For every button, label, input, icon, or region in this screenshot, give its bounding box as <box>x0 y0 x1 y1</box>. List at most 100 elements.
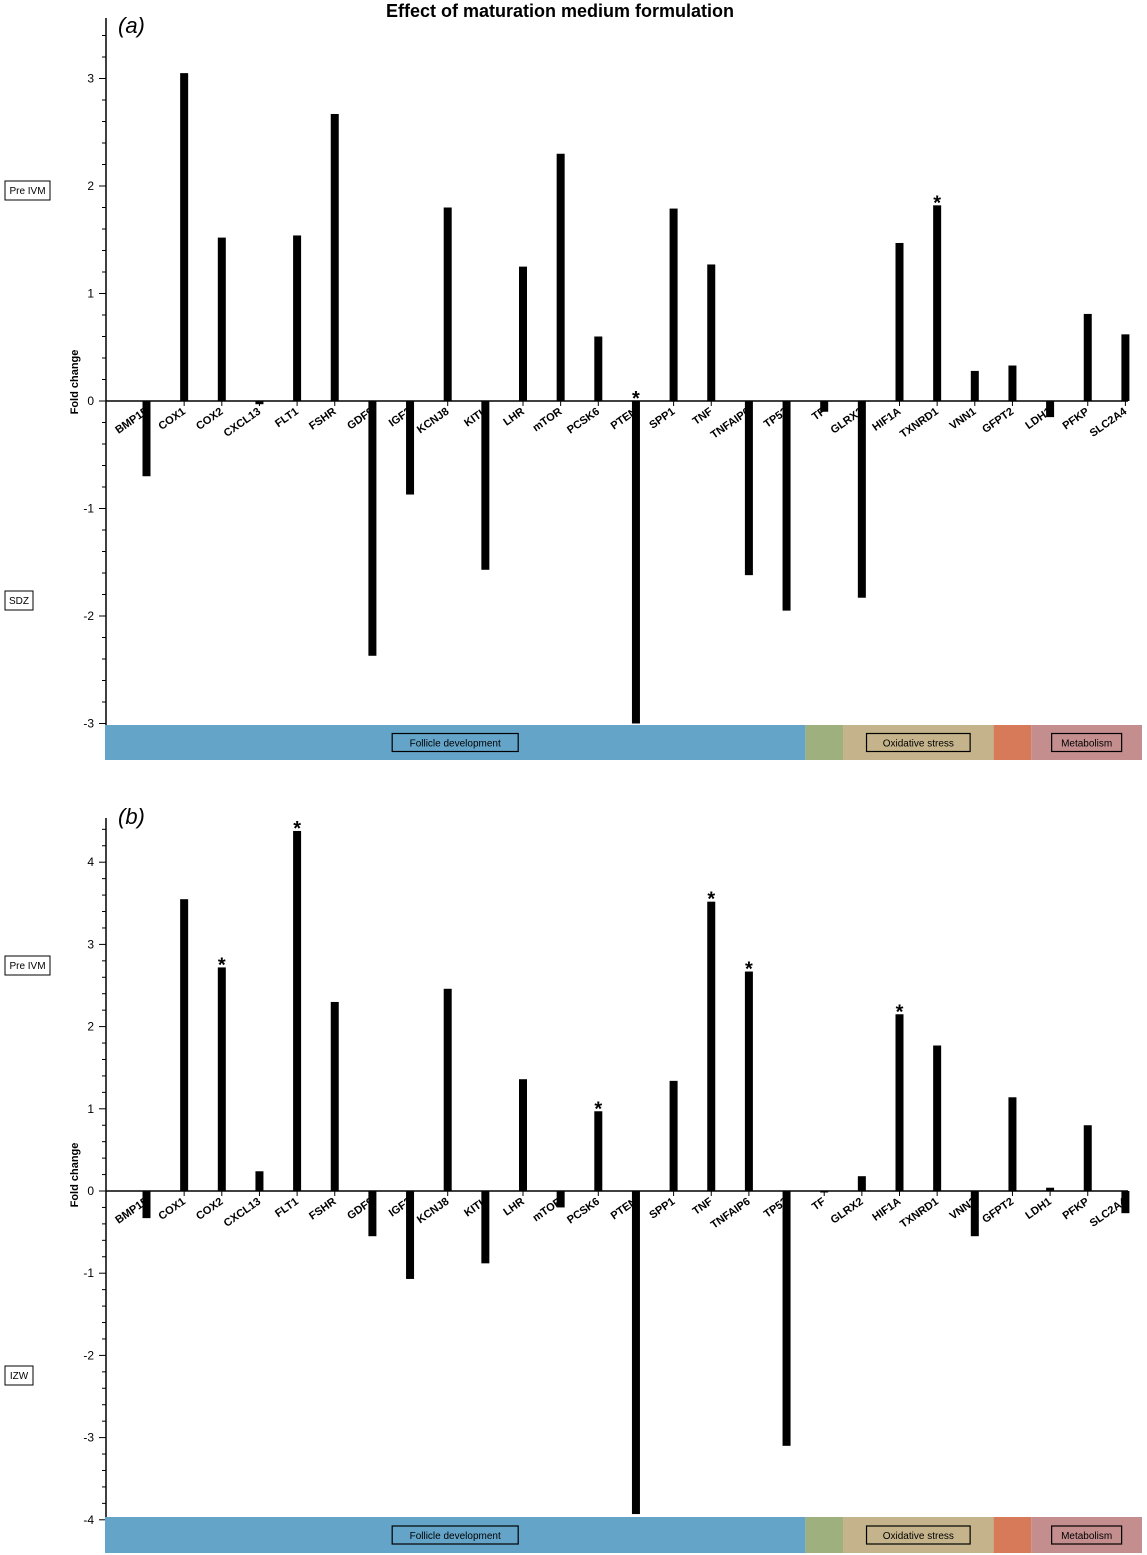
group-band <box>105 1517 806 1553</box>
bar <box>406 401 415 495</box>
bottom-condition-label: SDZ <box>9 596 29 607</box>
bar <box>970 370 979 401</box>
bar <box>481 1191 490 1264</box>
bar <box>1121 1191 1130 1214</box>
category-label: TNF <box>691 1195 716 1217</box>
group-label-box <box>391 732 519 753</box>
bar <box>406 1191 415 1279</box>
bar <box>368 401 377 656</box>
bar <box>142 401 151 477</box>
bar <box>1083 1125 1092 1191</box>
bar <box>594 1111 603 1191</box>
y-tick-label: 0 <box>87 394 94 408</box>
top-condition-label: Pre IVM <box>9 186 45 197</box>
y-tick-label: 2 <box>87 179 94 193</box>
bar <box>1008 1097 1017 1191</box>
group-band <box>993 1517 1032 1553</box>
bar <box>631 401 640 724</box>
y-tick-label: 1 <box>87 287 94 301</box>
y-tick-label: 3 <box>87 72 94 86</box>
y-tick-label: -3 <box>83 717 94 731</box>
top-condition-label-box <box>4 180 51 201</box>
bar <box>669 208 678 401</box>
group-label: Oxidative stress <box>883 1531 954 1542</box>
bar <box>330 1001 339 1191</box>
bar <box>142 1191 151 1219</box>
y-tick-label: 4 <box>87 855 94 869</box>
bar <box>1046 1187 1055 1191</box>
panel-label: (b) <box>118 804 145 829</box>
y-tick-label: -1 <box>83 1266 94 1280</box>
category-label: TNF <box>691 405 716 427</box>
panel-label: (a) <box>118 13 145 38</box>
y-axis-label: Fold change <box>69 1143 81 1208</box>
y-tick-label: 2 <box>87 1020 94 1034</box>
category-label: GFPT2 <box>980 406 1016 436</box>
group-band <box>805 1517 844 1553</box>
bar <box>1008 365 1017 401</box>
category-label: FSHR <box>307 1196 338 1223</box>
bar <box>330 113 339 401</box>
bar <box>744 401 753 576</box>
bar <box>519 266 527 401</box>
bar <box>519 1079 527 1191</box>
category-label: FLT1 <box>273 406 301 430</box>
bar <box>933 1045 942 1191</box>
significance-star: * <box>293 818 301 840</box>
category-label: GLRX2 <box>829 1196 866 1227</box>
group-band <box>105 725 806 760</box>
category-label: TF <box>810 1195 828 1213</box>
category-label: mTOR <box>531 406 565 435</box>
bottom-condition-label-box <box>4 1365 34 1386</box>
group-band <box>805 725 844 760</box>
category-label: PFKP <box>1061 406 1092 433</box>
bar <box>556 153 565 401</box>
bar <box>255 401 264 405</box>
figure-title: Effect of maturation medium formulation <box>386 1 734 21</box>
group-band <box>1031 725 1142 760</box>
group-label: Metabolism <box>1061 1531 1112 1542</box>
significance-star: * <box>218 954 226 976</box>
category-label: COX2 <box>194 406 225 433</box>
y-tick-label: 1 <box>87 1102 94 1116</box>
group-label: Follicle development <box>410 1531 501 1542</box>
top-condition-label-box <box>4 955 51 976</box>
group-label: Metabolism <box>1061 739 1112 750</box>
bar <box>1046 401 1055 418</box>
group-band <box>993 725 1032 760</box>
group-band <box>843 725 994 760</box>
category-label: COX1 <box>156 1196 187 1223</box>
group-label-box <box>1051 732 1123 753</box>
group-label-box <box>1051 1525 1123 1545</box>
category-label: LDH1 <box>1023 406 1053 432</box>
category-label: PCSK6 <box>565 406 602 437</box>
y-tick-label: -4 <box>83 1513 94 1527</box>
bar <box>782 1191 791 1446</box>
y-tick-label: -2 <box>83 1348 94 1362</box>
bar <box>744 971 753 1191</box>
bar <box>857 401 866 598</box>
category-label: CXCL13 <box>222 406 263 440</box>
bar <box>443 207 452 401</box>
bar <box>556 1191 565 1208</box>
bar <box>180 73 189 401</box>
category-label: SPP1 <box>647 1196 677 1222</box>
bar <box>443 988 452 1191</box>
y-tick-label: -1 <box>83 502 94 516</box>
significance-star: * <box>707 889 715 911</box>
bar <box>820 1191 829 1193</box>
significance-star: * <box>632 388 640 410</box>
bar <box>293 235 302 401</box>
bar <box>594 336 603 401</box>
group-label-box <box>865 1525 971 1545</box>
y-axis-label: Fold change <box>69 350 81 415</box>
category-label: LHR <box>501 406 526 429</box>
group-band <box>1031 1517 1142 1553</box>
category-label: mTOR <box>531 1196 565 1225</box>
bar <box>970 1191 979 1237</box>
group-label: Oxidative stress <box>883 739 954 750</box>
bar <box>255 1171 264 1191</box>
category-label: KCNJ8 <box>415 406 451 437</box>
